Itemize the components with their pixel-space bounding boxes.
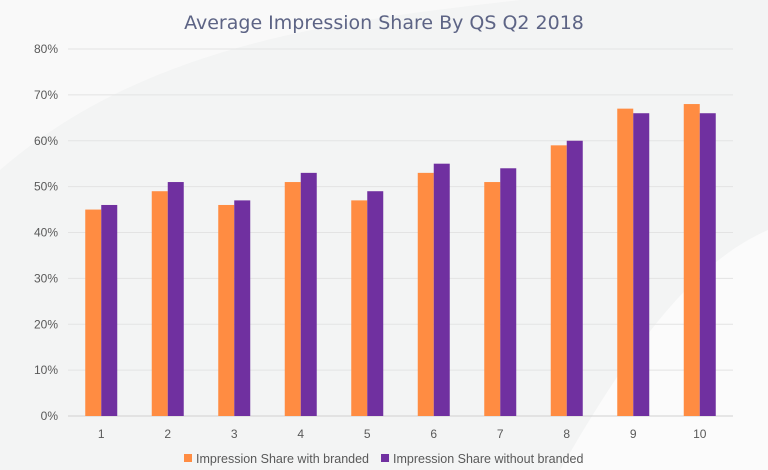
bar-without-branded: Impression Share without branded 4: 53% [300,172,317,416]
x-tick-label: 6 [430,427,437,441]
x-tick-label: 3 [231,427,238,441]
bar-without-branded: Impression Share without branded 8: 60% [566,140,583,416]
bar-without-branded: Impression Share without branded 2: 51% [167,182,184,416]
bar-with-branded: Impression Share with branded 4: 51% [284,182,301,416]
x-tick-label: 8 [563,427,570,441]
bar-without-branded: Impression Share without branded 9: 66% [633,113,650,416]
bar-with-branded: Impression Share with branded 2: 49% [151,191,168,416]
bar-with-branded: Impression Share with branded 8: 59% [550,145,567,416]
x-tick-label: 1 [98,427,105,441]
y-tick-label: 50% [34,180,58,194]
y-tick-label: 70% [34,88,58,102]
bar-without-branded: Impression Share without branded 7: 54% [500,168,517,416]
y-tick-label: 30% [34,271,58,285]
x-tick-label: 7 [497,427,504,441]
x-tick-label: 2 [164,427,171,441]
bar-without-branded: Impression Share without branded 1: 46% [101,204,118,416]
y-tick-label: 80% [34,42,58,56]
x-tick-label: 9 [630,427,637,441]
x-tick-label: 4 [297,427,304,441]
legend-label: Impression Share with branded [196,452,369,466]
bar-without-branded: Impression Share without branded 5: 49% [367,191,384,416]
bar-with-branded: Impression Share with branded 1: 45% [85,209,102,416]
background-swoosh [0,0,768,170]
bar-with-branded: Impression Share with branded 7: 51% [484,182,501,416]
bar-with-branded: Impression Share with branded 3: 46% [218,204,235,416]
chart-title: Average Impression Share By QS Q2 2018 [184,12,584,34]
x-tick-label: 10 [693,427,707,441]
legend-swatch [381,454,390,462]
bar-with-branded: Impression Share with branded 10: 68% [683,104,700,417]
bar-without-branded: Impression Share without branded 3: 47% [234,200,251,416]
bar-with-branded: Impression Share with branded 9: 67% [617,108,634,416]
bar-without-branded: Impression Share without branded 10: 66% [699,113,716,416]
y-tick-label: 0% [41,409,59,423]
bar-with-branded: Impression Share with branded 6: 53% [417,172,434,416]
legend-swatch [184,454,192,462]
y-tick-label: 10% [34,363,58,377]
bar-with-branded: Impression Share with branded 5: 47% [351,200,368,416]
legend-label: Impression Share without branded [393,452,583,466]
y-tick-label: 60% [34,134,58,148]
background-swoosh [560,230,768,470]
y-tick-label: 40% [34,226,58,240]
bar-without-branded: Impression Share without branded 6: 55% [433,163,450,416]
x-tick-label: 5 [364,427,371,441]
y-tick-label: 20% [34,317,58,331]
